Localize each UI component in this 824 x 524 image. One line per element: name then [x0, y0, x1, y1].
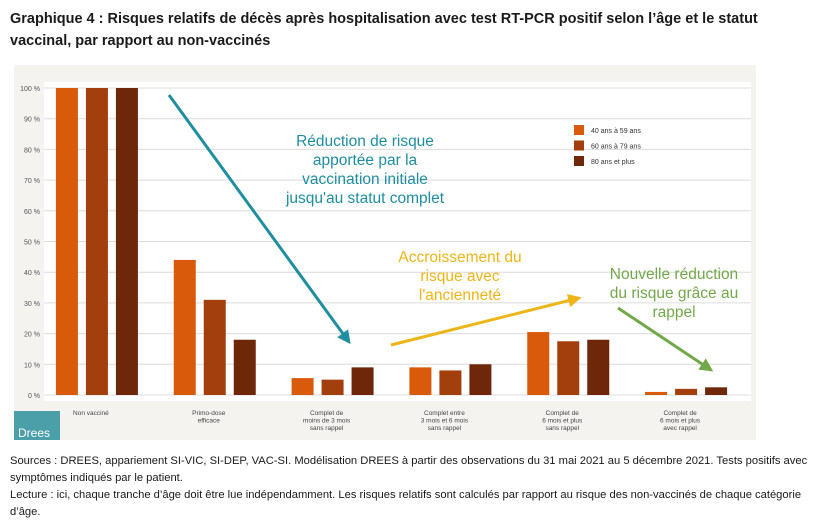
bar — [173, 259, 196, 395]
x-category-label: efficace — [198, 418, 221, 425]
x-category-label: moins de 3 mois — [303, 418, 351, 425]
legend-swatch — [574, 140, 584, 151]
bar — [291, 378, 314, 395]
x-category-label: sans rappel — [428, 425, 462, 432]
y-tick-label: 70 % — [24, 178, 40, 185]
legend-label: 60 ans à 79 ans — [591, 144, 641, 151]
annotation-text: Nouvelle réduction — [610, 266, 738, 283]
annotation-text: rappel — [652, 304, 695, 321]
y-tick-label: 80 % — [24, 147, 40, 154]
annotation-text: Réduction de risque — [296, 133, 434, 150]
arrow-increase — [390, 294, 582, 347]
bar — [409, 367, 432, 395]
bar — [587, 339, 610, 395]
x-category-label: Complet de — [310, 410, 344, 417]
y-tick-label: 100 % — [20, 86, 40, 93]
legend-label: 80 ans et plus — [591, 159, 635, 166]
bar — [203, 299, 226, 395]
bar — [85, 88, 108, 395]
y-tick-label: 30 % — [24, 301, 40, 308]
x-category-label: avec rappel — [663, 425, 697, 432]
x-category-label: 3 mois et 6 mois — [421, 418, 469, 425]
arrow-booster — [617, 306, 714, 372]
bar — [351, 367, 374, 395]
y-tick-label: 10 % — [24, 362, 40, 369]
bar — [233, 339, 256, 395]
annotation-text: du risque grâce au — [610, 285, 738, 302]
bar — [469, 364, 492, 395]
annotation-text: Accroissement du — [398, 249, 521, 266]
bar — [321, 379, 344, 395]
annotation-text: vaccination initiale — [302, 171, 428, 188]
sources-note: Sources : DREES, appariement SI-VIC, SI-… — [10, 455, 808, 484]
chart-frame: 0 % 10 % 20 % 30 % 40 % 50 % 60 % 70 % 80 % 90 % 1… — [14, 65, 756, 440]
bar — [557, 341, 580, 395]
y-tick-label: 40 % — [24, 270, 40, 277]
legend-swatch — [574, 125, 584, 135]
x-category-label: Complet de — [546, 410, 580, 417]
bar — [705, 387, 728, 395]
chart-title: Graphique 4 : Risques relatifs de décès … — [10, 11, 758, 49]
bar — [115, 88, 138, 395]
bar — [55, 88, 78, 395]
x-category-label: Primo-dose — [192, 410, 226, 417]
annotation-text: risque avec — [420, 268, 500, 285]
bar — [675, 388, 698, 395]
drees-logo — [14, 411, 60, 440]
bar — [439, 370, 462, 395]
x-category-label: sans rappel — [310, 425, 344, 432]
y-tick-label: 50 % — [24, 240, 40, 247]
x-category-label: Non vacciné — [73, 410, 109, 417]
legend-swatch — [574, 156, 584, 166]
x-category-label: 6 mois et plus — [542, 418, 583, 425]
bar — [527, 332, 550, 395]
x-category-label: Complet de — [663, 410, 697, 417]
annotation-text: jusqu'au statut complet — [285, 190, 445, 207]
y-tick-label: 0 % — [28, 393, 40, 400]
annotation-text: l'ancienneté — [419, 287, 501, 304]
bar — [645, 391, 668, 395]
x-category-label: 6 mois et plus — [660, 418, 701, 425]
drees-logo-text: Drees — [18, 426, 50, 440]
y-tick-label: 20 % — [24, 332, 40, 339]
y-tick-label: 90 % — [24, 117, 40, 124]
arrow-reduction — [167, 94, 351, 345]
annotation-text: apportée par la — [313, 152, 418, 169]
bar-chart: 0 % 10 % 20 % 30 % 40 % 50 % 60 % 70 % 80 % 90 % 1… — [14, 65, 756, 440]
legend-label: 40 ans à 59 ans — [591, 128, 641, 135]
lecture-note: Lecture : ici, chaque tranche d’âge doit… — [10, 489, 802, 518]
x-category-label: Complet entre — [424, 410, 465, 417]
x-category-label: sans rappel — [545, 425, 579, 432]
chart-notes: Sources : DREES, appariement SI-VIC, SI-… — [10, 453, 810, 521]
y-tick-label: 60 % — [24, 209, 40, 216]
